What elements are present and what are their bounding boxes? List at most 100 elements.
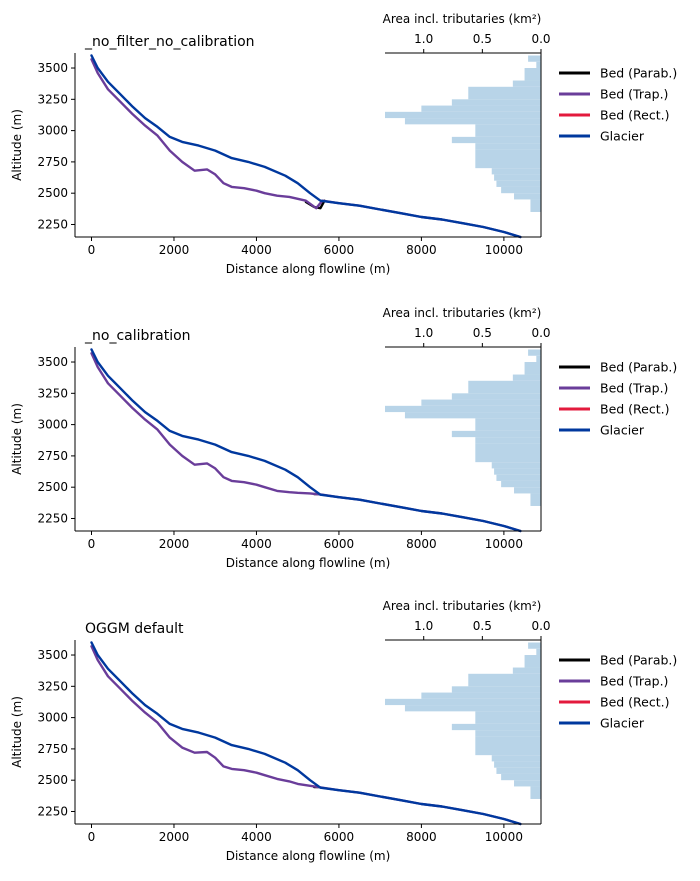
x-tick-label: 8000 [406,830,437,844]
hist-bar [530,199,541,212]
hist-bar [385,405,541,413]
x-tick-label: 8000 [406,243,437,257]
hist-bar [501,186,541,194]
hist-bar [530,493,541,506]
hist-bar [514,193,541,200]
hist-bar [385,111,541,119]
y-tick-label: 2250 [37,804,68,818]
hist-bar [475,437,541,444]
hist-bar [451,686,541,693]
hist-bar [491,462,541,469]
y-tick-label: 3000 [37,124,68,138]
y-tick-label: 3250 [37,679,68,693]
hist-bar [536,355,541,363]
series-line-glacier [90,348,522,533]
series-line-bed-trap [90,645,522,826]
hist-bar [524,362,541,375]
hist-tick-label: 0.0 [531,32,550,46]
y-tick-label: 2250 [37,511,68,525]
hist-bar [512,667,541,674]
hist-bar [421,105,541,112]
hist-bar [491,168,541,175]
hist-tick-label: 1.0 [414,326,433,340]
series-line-bed-trap [90,58,522,239]
x-tick-label: 0 [88,243,96,257]
panel-title: _no_calibration [84,328,191,344]
x-axis-label: Distance along flowline (m) [226,556,391,570]
legend-label: Bed (Rect.) [600,108,670,123]
hist-bar [421,692,541,699]
x-tick-label: 8000 [406,537,437,551]
x-tick-label: 0 [88,537,96,551]
chart-panel-3: 0 2000 4000 6000 8000 10000 2250 2500 2750 3000 32… [10,599,677,863]
series-line-bed-trap [90,352,522,533]
x-tick-label: 6000 [324,537,355,551]
x-tick-label: 2000 [159,537,190,551]
y-tick-label: 2500 [37,773,68,787]
hist-bar [451,136,541,144]
hist-bar [528,349,541,356]
y-tick-label: 3500 [37,648,68,662]
hist-bar [524,68,541,81]
hist-bar [475,418,541,431]
hist-bar [475,124,541,137]
chart-panel-2: 0 2000 4000 6000 8000 10000 2250 2500 2750 3000 32… [10,306,677,570]
y-tick-label: 2750 [37,742,68,756]
hist-bar [404,412,541,419]
x-axis-label: Distance along flowline (m) [226,849,391,863]
hist-bar [496,767,541,774]
x-tick-label: 0 [88,830,96,844]
hist-bar [496,180,541,187]
hist-bar [404,705,541,712]
y-tick-label: 3500 [37,355,68,369]
hist-axis-label: Area incl. tributaries (km²) [383,12,542,26]
legend-label: Glacier [600,423,645,438]
legend-label: Glacier [600,129,645,144]
hist-bar [468,673,541,687]
hist-bar [475,730,541,737]
y-axis-label: Altitude (m) [10,403,24,475]
hist-bar [494,761,541,768]
hist-bar [451,723,541,731]
hist-bar [501,773,541,781]
hist-tick-label: 1.0 [414,32,433,46]
y-tick-label: 3000 [37,711,68,725]
hist-axis-label: Area incl. tributaries (km²) [383,306,542,320]
hist-bar [451,430,541,438]
y-tick-label: 3500 [37,61,68,75]
y-tick-label: 2750 [37,449,68,463]
hist-bar [451,393,541,400]
y-tick-label: 2500 [37,186,68,200]
hist-bar [385,698,541,706]
x-tick-label: 10000 [485,537,523,551]
series-line-glacier [90,54,522,239]
hist-bar [475,711,541,724]
x-tick-label: 4000 [241,537,272,551]
x-tick-label: 2000 [159,243,190,257]
y-axis-label: Altitude (m) [10,109,24,181]
legend-label: Bed (Rect.) [600,402,670,417]
hist-bar [514,780,541,787]
hist-axis-label: Area incl. tributaries (km²) [383,599,542,613]
hist-bar [501,480,541,488]
hist-bar [512,374,541,381]
y-tick-label: 2500 [37,480,68,494]
legend-label: Bed (Parab.) [600,653,677,668]
x-axis-label: Distance along flowline (m) [226,262,391,276]
panel-title: OGGM default [85,621,184,637]
legend-label: Bed (Trap.) [600,87,668,102]
hist-bar [536,648,541,656]
hist-bar [475,443,541,463]
hist-bar [491,755,541,762]
legend-label: Glacier [600,716,645,731]
y-tick-label: 2750 [37,155,68,169]
series-line-glacier [90,641,522,826]
hist-bar [528,55,541,62]
hist-bar [475,143,541,150]
hist-bar [404,118,541,125]
hist-bar [421,399,541,406]
x-tick-label: 10000 [485,830,523,844]
x-tick-label: 6000 [324,830,355,844]
